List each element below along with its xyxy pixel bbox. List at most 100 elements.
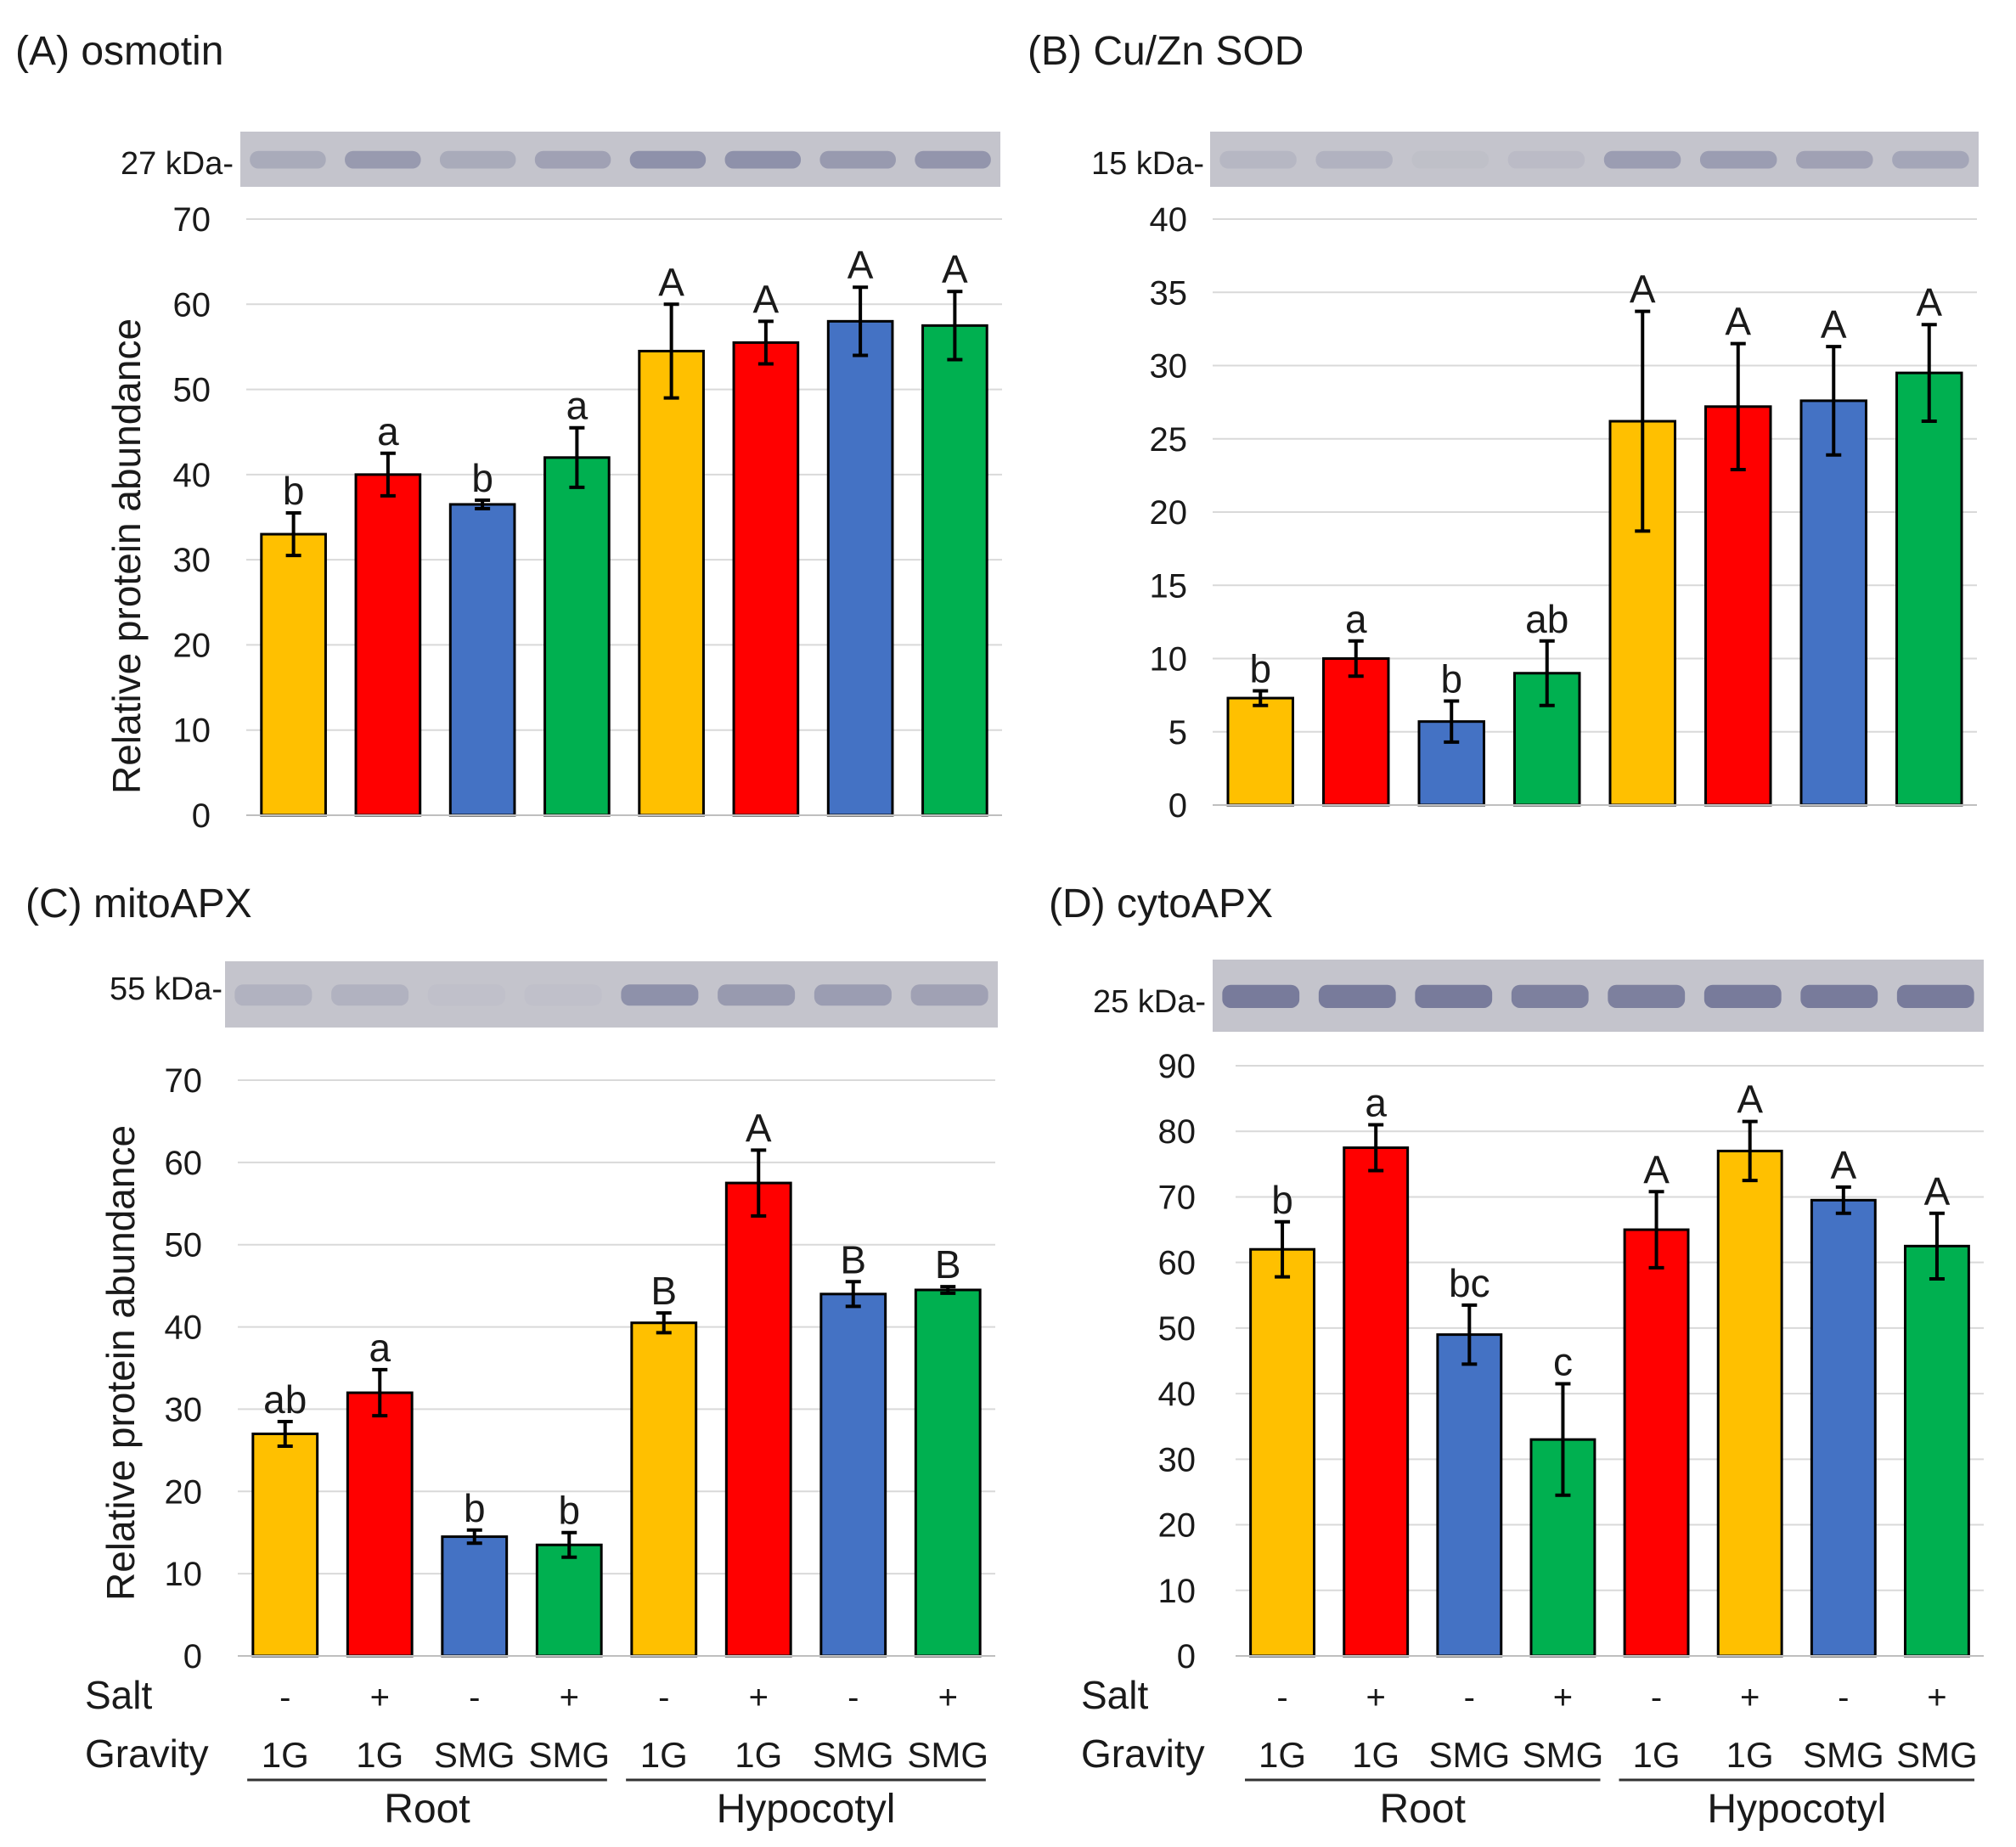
y-tick-label: 20: [165, 1473, 203, 1511]
blot-band: [439, 150, 516, 169]
bar: [1810, 1198, 1877, 1658]
significance-letter: b: [464, 1486, 486, 1530]
blot-size-label: 25 kDa-: [1093, 984, 1206, 1020]
y-tick-label: 60: [165, 1145, 203, 1182]
significance-letter: A: [753, 277, 780, 321]
salt-row-label: Salt: [85, 1673, 152, 1717]
bar: [638, 349, 705, 817]
significance-letter: A: [942, 247, 968, 291]
salt-condition-label: +: [1553, 1679, 1573, 1716]
blot-band: [910, 984, 988, 1006]
y-tick-label: 50: [173, 372, 211, 409]
panel-title: (A) osmotin: [15, 29, 223, 74]
y-tick-label: 30: [1158, 1441, 1197, 1478]
blot-band: [1892, 150, 1969, 169]
salt-condition-label: -: [848, 1679, 859, 1716]
blot-band: [1800, 984, 1878, 1008]
bar: [1249, 1247, 1316, 1658]
blot-band: [1315, 150, 1393, 169]
gravity-condition-label: 1G: [640, 1735, 688, 1775]
significance-letter: b: [1249, 646, 1271, 690]
gravity-condition-label: 1G: [356, 1735, 403, 1775]
bar: [1226, 696, 1294, 807]
bar: [1322, 657, 1390, 807]
bar: [826, 319, 894, 817]
blot-band: [1699, 150, 1777, 169]
panel-title: (C) mitoAPX: [25, 881, 252, 926]
panel-title: (D) cytoAPX: [1049, 881, 1273, 926]
panel-mitoapx: (C) mitoAPX 55 kDa- Relative protein abu…: [25, 881, 998, 1832]
salt-condition-label: -: [1464, 1679, 1475, 1716]
blot-band: [1896, 984, 1974, 1008]
bar: [1623, 1228, 1690, 1658]
group-label: Hypocotyl: [717, 1787, 896, 1832]
plot-area: 0 10 20 30 40 50 60 70 ab - 1G a +1G b - SMG b + SMG B - 1G A +…: [165, 961, 998, 1832]
significance-letter: A: [1830, 1143, 1856, 1187]
significance-letter: B: [840, 1237, 866, 1281]
y-tick-label: 35: [1150, 274, 1188, 312]
y-tick-label: 10: [1158, 1573, 1197, 1610]
y-tick-label: 0: [192, 797, 211, 835]
panel-title: (B) Cu/Zn SOD: [1028, 29, 1304, 74]
blot-size-label: 55 kDa-: [110, 971, 222, 1007]
significance-letter: A: [1916, 280, 1942, 324]
y-tick-label: 10: [165, 1556, 203, 1593]
significance-letter: A: [1630, 267, 1656, 312]
y-tick-label: 50: [1158, 1310, 1197, 1348]
significance-letter: B: [650, 1269, 677, 1313]
bar: [914, 1288, 982, 1658]
bar: [1436, 1333, 1503, 1658]
salt-condition-label: -: [1651, 1679, 1662, 1716]
significance-letter: a: [566, 384, 588, 428]
bar: [441, 1535, 509, 1658]
y-tick-label: 60: [173, 286, 211, 324]
panel-cuzn-sod: (B) Cu/Zn SOD 15 kDa- 0 5 10 15 20 25 30 35 40 b a…: [1028, 29, 1979, 825]
significance-letter: b: [1440, 657, 1462, 701]
blot-band: [250, 150, 326, 169]
significance-letter: b: [471, 456, 493, 500]
blot-band: [1219, 150, 1297, 169]
salt-condition-label: -: [469, 1679, 480, 1716]
y-tick-label: 5: [1168, 714, 1187, 752]
bar: [1895, 371, 1963, 807]
salt-condition-label: -: [1838, 1679, 1849, 1716]
significance-letter: A: [1643, 1147, 1670, 1191]
significance-letter: A: [658, 260, 684, 304]
salt-condition-label: +: [560, 1679, 579, 1716]
bar: [732, 341, 800, 817]
salt-condition-label: +: [749, 1679, 769, 1716]
salt-condition-label: +: [370, 1679, 390, 1716]
gravity-condition-label: SMG: [528, 1735, 610, 1775]
blot-band: [724, 150, 802, 169]
gravity-condition-label: 1G: [1726, 1735, 1774, 1775]
gravity-condition-label: SMG: [434, 1735, 515, 1775]
y-tick-label: 60: [1158, 1245, 1197, 1282]
group-label: Hypocotyl: [1707, 1787, 1886, 1832]
y-tick-label: 50: [165, 1227, 203, 1264]
gravity-condition-label: 1G: [1633, 1735, 1681, 1775]
y-tick-label: 90: [1158, 1048, 1197, 1085]
y-tick-label: 0: [1168, 787, 1187, 825]
y-tick-label: 10: [1150, 641, 1188, 679]
y-tick-label: 80: [1158, 1113, 1197, 1151]
blot-band: [534, 150, 611, 169]
significance-letter: A: [1737, 1078, 1763, 1122]
blot-band: [1411, 150, 1489, 169]
y-tick-label: 20: [1150, 494, 1188, 532]
significance-letter: a: [1365, 1081, 1387, 1125]
significance-letter: A: [1725, 300, 1751, 344]
significance-letter: B: [935, 1242, 961, 1287]
blot-band: [525, 984, 602, 1005]
plot-area: 0 10 20 30 40 50 60 70 b a b a A A A A: [173, 132, 1002, 835]
y-tick-label: 15: [1150, 567, 1188, 605]
significance-letter: a: [369, 1326, 391, 1370]
blot-size-label: 15 kDa-: [1091, 146, 1204, 182]
significance-letter: ab: [263, 1377, 307, 1422]
salt-condition-label: +: [1366, 1679, 1386, 1716]
gravity-condition-label: SMG: [813, 1735, 894, 1775]
y-tick-label: 0: [183, 1638, 202, 1675]
gravity-row-label: Gravity: [85, 1732, 209, 1776]
y-tick-label: 70: [1158, 1179, 1197, 1216]
